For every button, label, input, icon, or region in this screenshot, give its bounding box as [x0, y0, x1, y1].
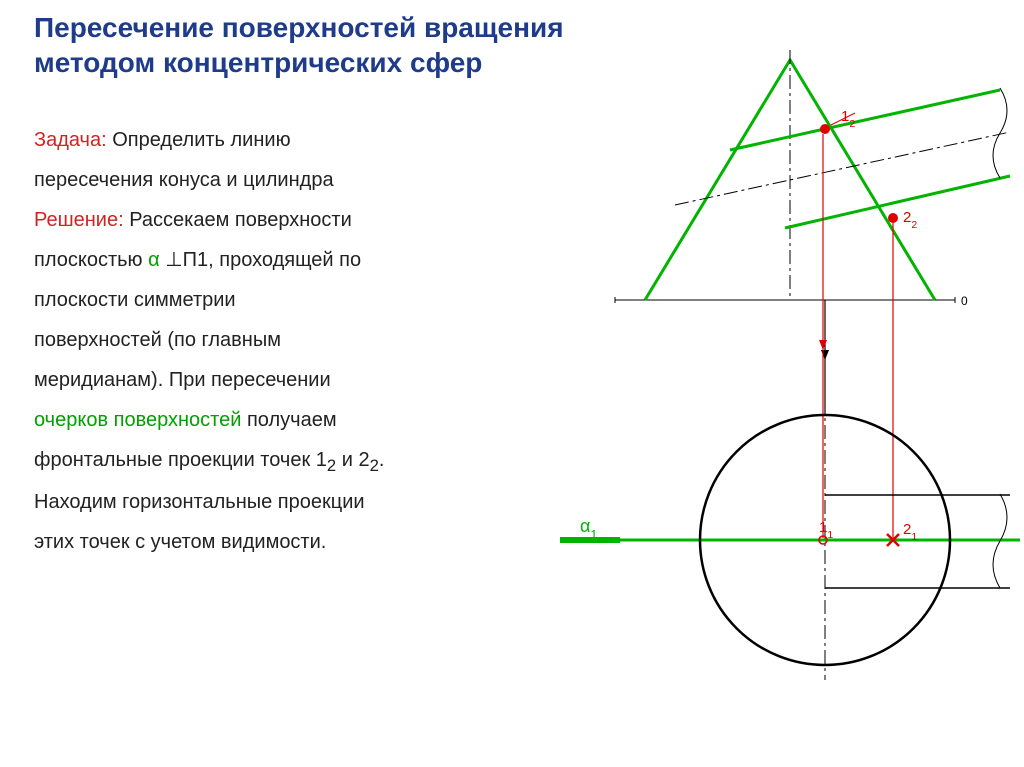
p22: 2 [358, 449, 369, 471]
p22s: 2 [370, 456, 379, 475]
and: и [336, 449, 358, 471]
dot: . [379, 449, 385, 471]
t4a: плоскостью [34, 249, 148, 271]
t8b: получаем [241, 409, 336, 431]
diagram: 122201121α1 [560, 40, 1020, 740]
perp: ⊥ [160, 249, 183, 271]
p12: 1 [316, 449, 327, 471]
alpha: α [148, 249, 160, 271]
svg-text:22: 22 [903, 209, 917, 231]
t1: Определить линию [107, 129, 291, 151]
t6: поверхностей (по главным [34, 329, 281, 351]
label-zadacha: Задача: [34, 129, 107, 151]
t10: Находим горизонтальные проекции [34, 491, 365, 513]
svg-text:0: 0 [961, 294, 968, 308]
t7: меридианам). При пересечении [34, 369, 331, 391]
t9a: фронтальные проекции точек [34, 449, 316, 471]
p12s: 2 [327, 456, 336, 475]
label-reshenie: Решение: [34, 209, 124, 231]
body-text: Задача: Определить линию пересечения кон… [34, 120, 534, 562]
title-line2: методом концентрических сфер [34, 47, 482, 78]
t11: этих точек с учетом видимости. [34, 531, 326, 553]
title-line1: Пересечение поверхностей вращения [34, 12, 564, 43]
diagram-svg: 122201121α1 [560, 40, 1020, 740]
t2: пересечения конуса и цилиндра [34, 169, 334, 191]
t3: Рассекаем поверхности [124, 209, 352, 231]
t4b: П1, проходящей по [183, 249, 361, 271]
ocherkov: очерков поверхностей [34, 409, 241, 431]
t5: плоскости симметрии [34, 289, 236, 311]
